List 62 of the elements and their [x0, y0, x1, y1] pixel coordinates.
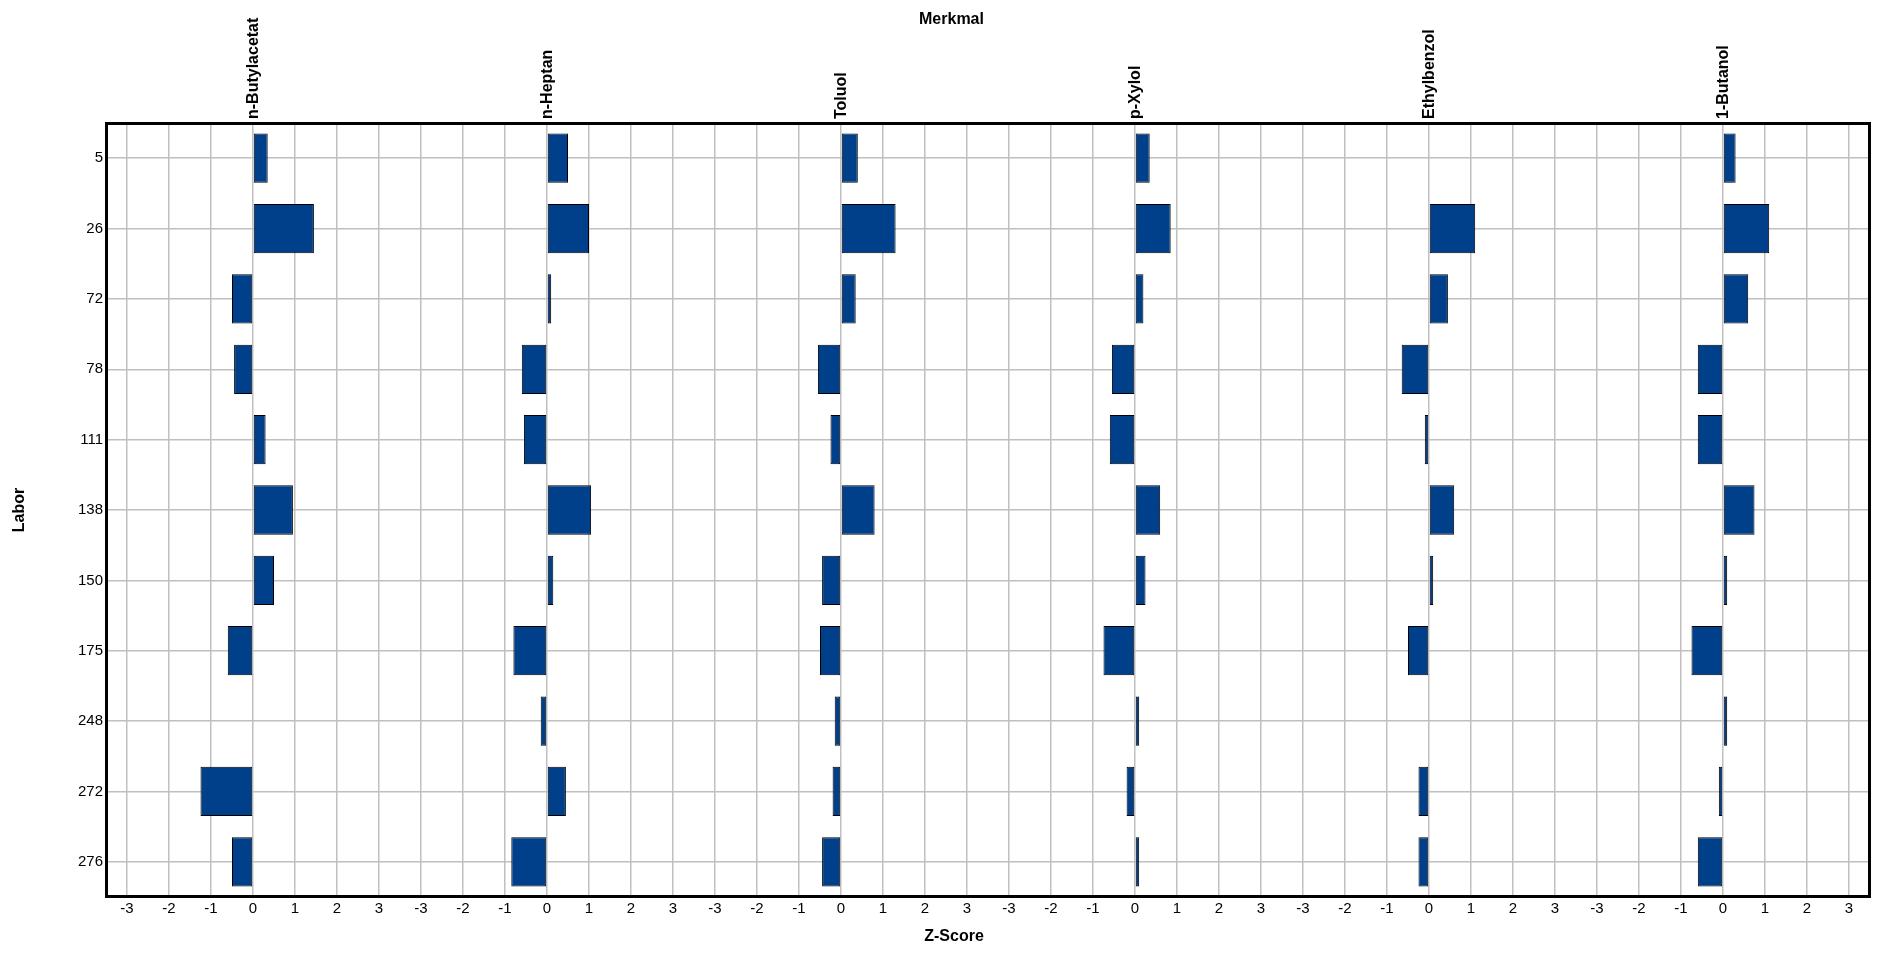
x-tick-label: -2 [162, 899, 176, 917]
x-tick-label: -3 [1002, 899, 1016, 917]
x-tick-label: 1 [878, 899, 888, 917]
chart-title: 1-Butanol [1714, 45, 1732, 119]
x-tick-label: -1 [1674, 899, 1688, 917]
x-tick-label: 2 [1214, 899, 1224, 917]
x-tick-label: -1 [1380, 899, 1394, 917]
x-tick-label: 0 [836, 899, 846, 917]
x-tick-label: 2 [1508, 899, 1518, 917]
x-tick-label: 2 [920, 899, 930, 917]
x-tick-label: 2 [626, 899, 636, 917]
x-tick-label: -1 [204, 899, 218, 917]
x-tick-label: -2 [1044, 899, 1058, 917]
x-tick-label: 0 [542, 899, 552, 917]
x-tick-label: -3 [414, 899, 428, 917]
x-tick-label: 3 [1256, 899, 1266, 917]
x-tick-label: 3 [962, 899, 972, 917]
x-tick-label: -2 [1338, 899, 1352, 917]
x-tick-label: 3 [1550, 899, 1560, 917]
y-tick-label: 175 [77, 640, 103, 658]
x-tick-label: -3 [1296, 899, 1310, 917]
x-axis-title: Z-Score [924, 927, 984, 945]
x-tick-label: 3 [668, 899, 678, 917]
x-tick-label: 1 [1760, 899, 1770, 917]
x-tick-label: 1 [1466, 899, 1476, 917]
x-tick-label: 2 [332, 899, 342, 917]
x-tick-label: 1 [1172, 899, 1182, 917]
x-tick-label: 1 [290, 899, 300, 917]
x-tick-label: 0 [1424, 899, 1434, 917]
x-tick-label: -2 [456, 899, 470, 917]
y-tick-label: 72 [86, 289, 103, 307]
x-tick-label: -2 [750, 899, 764, 917]
text: Merkmal [919, 10, 984, 28]
x-tick-label: -1 [498, 899, 512, 917]
x-tick-label: 2 [1802, 899, 1812, 917]
x-tick-label: -1 [792, 899, 806, 917]
x-tick-label: 0 [248, 899, 258, 917]
x-tick-label: 0 [1718, 899, 1728, 917]
y-tick-label: 111 [80, 429, 103, 447]
x-tick-label: 3 [374, 899, 384, 917]
chart-title: n-Butylacetat [244, 17, 262, 119]
x-tick-label: -1 [1086, 899, 1100, 917]
y-tick-label: 78 [86, 359, 103, 377]
chart-title: Ethylbenzol [1420, 29, 1438, 119]
y-tick-label: 150 [77, 570, 103, 588]
x-tick-label: -3 [1590, 899, 1604, 917]
y-tick-label: 26 [86, 218, 103, 236]
y-axis-title: Labor [10, 487, 28, 533]
chart-title: Toluol [832, 72, 850, 119]
x-tick-label: 3 [1844, 899, 1854, 917]
x-tick-label: 1 [584, 899, 594, 917]
y-tick-label: 5 [94, 148, 103, 166]
x-tick-label: -3 [708, 899, 722, 917]
chart-title: n-Heptan [538, 49, 556, 119]
y-tick-label: 272 [77, 781, 103, 799]
x-tick-label: -3 [120, 899, 134, 917]
x-tick-label: -2 [1632, 899, 1646, 917]
y-tick-label: 248 [77, 711, 103, 729]
x-tick-label: 0 [1130, 899, 1140, 917]
chart-title: p-Xylol [1126, 65, 1144, 119]
y-tick-label: 138 [77, 500, 103, 518]
y-tick-label: 276 [77, 851, 103, 869]
